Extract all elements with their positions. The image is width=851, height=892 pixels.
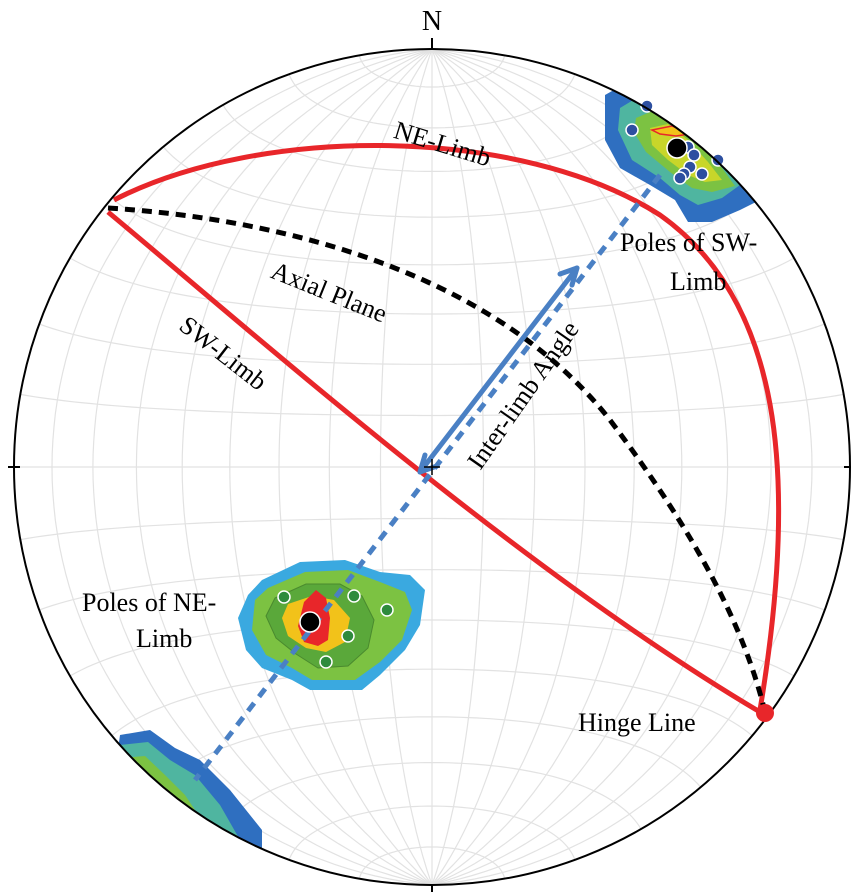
stereonet-grid bbox=[14, 49, 850, 885]
pole-connecting-line bbox=[193, 173, 662, 782]
ne-limb-pole-contours bbox=[238, 560, 425, 690]
ne-limb-great-circle bbox=[112, 142, 782, 711]
sw-limb-mean-pole bbox=[666, 137, 688, 159]
poles-ne-limb-label-line1: Poles of NE- bbox=[82, 588, 216, 617]
poles-sw-limb-label-line2: Limb bbox=[670, 267, 726, 296]
sw-limb-pole-points bbox=[625, 99, 725, 185]
hinge-line-point bbox=[756, 704, 774, 722]
cardinal-ticks bbox=[8, 38, 851, 892]
sw-limb-great-circle bbox=[106, 210, 762, 715]
ne-limb-mean-pole bbox=[299, 611, 321, 633]
ne-limb-label: NE-Limb bbox=[391, 115, 495, 172]
center-cross bbox=[424, 459, 440, 475]
poles-sw-limb-label-line1: Poles of SW- bbox=[620, 228, 757, 257]
axial-plane-label: Axial Plane bbox=[267, 256, 391, 329]
poles-ne-limb-label-line2: Limb bbox=[136, 624, 192, 653]
hinge-line-label: Hinge Line bbox=[578, 708, 696, 737]
axial-plane-great-circle bbox=[107, 205, 768, 713]
sw-limb-contour-edge bbox=[100, 730, 262, 880]
north-label: N bbox=[422, 6, 442, 37]
ne-limb-pole-points bbox=[277, 589, 394, 669]
